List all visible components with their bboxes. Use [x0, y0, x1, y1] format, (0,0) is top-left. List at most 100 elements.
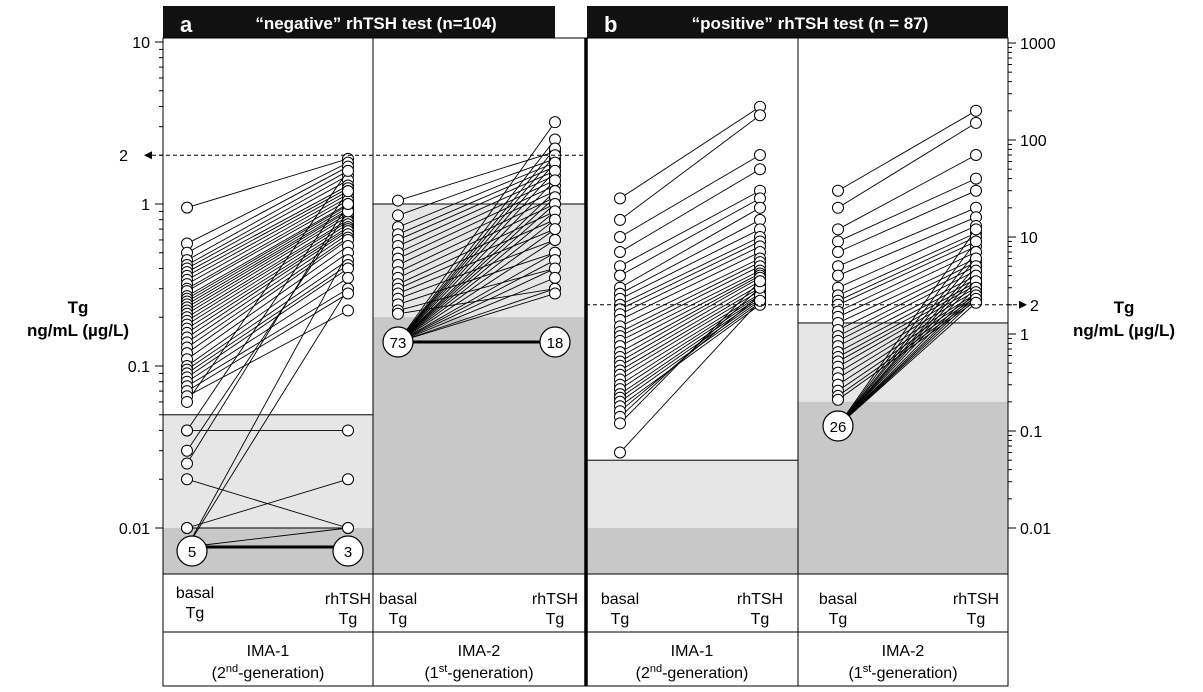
undetectable-fan-a2-15: [397, 259, 556, 343]
undetectable-fan-a2-7: [397, 190, 556, 343]
undetectable-fan-a2-13: [397, 239, 556, 343]
pair-line-b1-24: [619, 293, 761, 380]
pair-line-b2-18: [837, 278, 977, 353]
pair-line-a1-2: [186, 166, 349, 254]
rhtsh-point-b1-3: [754, 163, 766, 176]
pair-line-a1-15: [186, 209, 349, 305]
pair-line-a1-44: [186, 478, 349, 529]
rhtsh-point-a1-37: [342, 164, 354, 177]
cutoff-label-b: 2: [1030, 298, 1039, 315]
undetectable-a1-basal-count: 5: [188, 544, 196, 561]
pair-line-a2-16: [397, 268, 556, 311]
undetectable-a1-rhtsh-circle: [332, 535, 364, 567]
pair-line-a1-8: [186, 190, 349, 281]
assay-a2-generation: (1st-generation): [424, 663, 533, 682]
pair-line-b2-5: [837, 207, 977, 267]
basal-point-a1-44: [181, 522, 193, 534]
x-label-b2-basal-line2: Tg: [829, 611, 848, 628]
rhtsh-point-b2-2: [970, 149, 982, 162]
y-tick-label-right-4: 0.1: [1020, 424, 1042, 441]
assay-a1-generation: (2nd-generation): [212, 663, 325, 682]
y-axis-title-left-line2: ng/mL (µg/L): [27, 321, 129, 340]
rhtsh-point-a1-38: [342, 185, 354, 198]
pair-line-a1-3: [186, 170, 349, 261]
y-axis-title-right-line1: Tg: [1114, 298, 1135, 317]
undetectable-fan-a2-point-6: [549, 174, 561, 187]
pair-line-a1-35: [186, 293, 349, 392]
pair-line-b2-11: [837, 245, 977, 313]
pair-line-a1-34: [186, 288, 349, 387]
pair-line-a1-16: [186, 211, 349, 308]
pair-line-b1-16: [619, 270, 761, 342]
undetectable-fan-a1-1: [186, 288, 349, 548]
undetectable-b2-basal-circle: [822, 410, 854, 442]
pair-line-b1-4: [619, 190, 761, 267]
pair-line-b2-0: [837, 110, 977, 192]
pair-line-b2-9: [837, 236, 977, 302]
undetectable-fan-a2-19: [397, 293, 556, 343]
x-label-a2-basal-line2: Tg: [389, 611, 408, 628]
undetectable-a1-basal-circle: [176, 535, 208, 567]
pair-line-b2-25: [837, 296, 977, 392]
pair-line-b1-10: [619, 241, 761, 310]
pair-line-b2-12: [837, 251, 977, 318]
pair-line-b1-19: [619, 277, 761, 358]
rhtsh-point-b1-33: [754, 275, 766, 288]
undetectable-fan-b2-4: [837, 265, 977, 427]
y-tick-label-right-1: 100: [1020, 133, 1047, 150]
undetectable-fan-a2-1: [397, 139, 556, 343]
y-tick-label-left-3: 0.01: [119, 521, 150, 538]
undetectable-fan-a2-17: [397, 277, 556, 343]
undetectable-a2-basal-circle: [382, 326, 414, 358]
x-label-a2-rhtsh-line1: rhTSH: [532, 591, 578, 608]
y-tick-label-right-3: 1: [1020, 327, 1029, 344]
pair-line-b2-1: [837, 122, 977, 209]
rhtsh-point-b2-1: [970, 116, 982, 129]
pair-line-b1-28: [619, 300, 761, 399]
y-tick-label-right-0: 1000: [1020, 36, 1056, 53]
pair-line-a1-33: [186, 277, 349, 383]
pair-line-a1-25: [186, 233, 349, 343]
pair-line-a1-29: [186, 252, 349, 367]
pair-line-b2-4: [837, 190, 977, 253]
basal-point-a1-37: [181, 395, 193, 408]
y-tick-label-left-0: 10: [132, 35, 150, 52]
pair-line-a1-5: [186, 179, 349, 269]
rhtsh-point-b1-6: [754, 201, 766, 214]
assay-a1: IMA-1: [247, 643, 290, 660]
assay-a2: IMA-2: [458, 643, 501, 660]
pair-line-a2-3: [397, 166, 556, 235]
rhtsh-point-b1-2: [754, 149, 766, 162]
pair-line-b1-8: [619, 228, 761, 300]
pair-line-b1-7: [619, 219, 761, 295]
detection-limit-zone-b1: [586, 528, 798, 574]
pair-line-b2-6: [837, 216, 977, 277]
panel-a-title: “negative” rhTSH test (n=104): [255, 14, 496, 33]
pair-line-a1-36: [186, 310, 349, 397]
undetectable-fan-a2-5: [397, 170, 556, 343]
pair-line-a1-14: [186, 207, 349, 302]
x-label-a1-basal-line2: Tg: [186, 605, 205, 622]
y-axis-title-right-line2: ng/mL (µg/L): [1073, 321, 1175, 340]
basal-point-a1-41: [181, 457, 193, 470]
undetectable-fan-b2-8: [837, 287, 977, 427]
rhtsh-point-b2-3: [970, 172, 982, 185]
x-label-a1-rhtsh-line2: Tg: [339, 611, 358, 628]
pair-line-a1-40: [186, 211, 349, 451]
undetectable-fan-a2-point-19: [549, 287, 561, 300]
pair-line-a1-10: [186, 196, 349, 290]
undetectable-fan-a2-12: [397, 228, 556, 343]
pair-line-a1-1: [186, 162, 349, 244]
pair-line-a1-19: [186, 219, 349, 318]
pair-line-a2-1: [397, 158, 556, 216]
basal-point-a1-0: [181, 201, 193, 214]
pair-line-a1-24: [186, 230, 349, 338]
basal-point-b2-3: [832, 235, 844, 248]
pair-line-b1-9: [619, 236, 761, 306]
x-label-b2-rhtsh-line1: rhTSH: [953, 591, 999, 608]
undetectable-a1-rhtsh-count: 3: [344, 544, 352, 561]
pair-line-a1-12: [186, 203, 349, 297]
pair-line-b2-13: [837, 258, 977, 324]
pair-line-b2-7: [837, 225, 977, 289]
rhtsh-point-a1-36: [342, 304, 354, 317]
